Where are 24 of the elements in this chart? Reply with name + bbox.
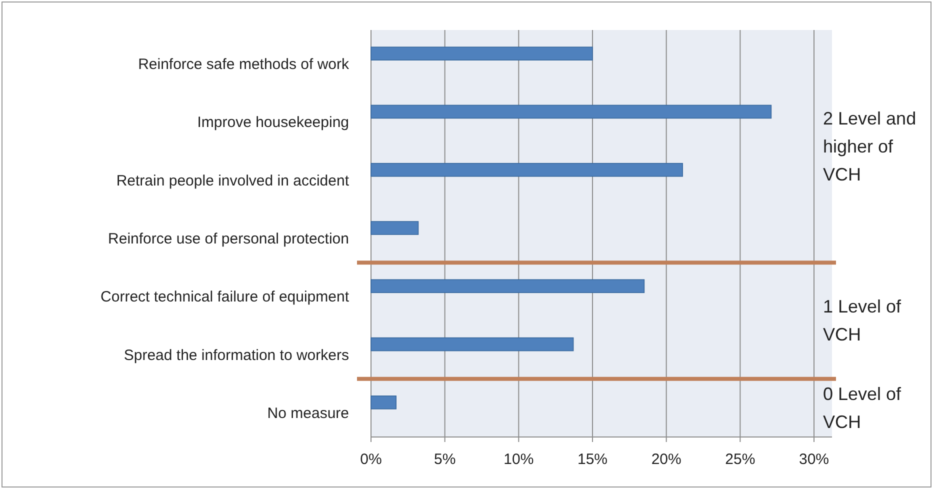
x-tick-label: 20% — [651, 451, 682, 468]
text: 1 Level of VCH — [823, 296, 902, 345]
bar — [370, 221, 419, 235]
x-tick-label: 15% — [577, 451, 608, 468]
y-tick-label: No measure — [267, 404, 349, 422]
text: 2 Level and higher of VCH — [823, 108, 916, 184]
y-tick-label: Correct technical failure of equipment — [100, 288, 350, 306]
bar — [370, 104, 772, 119]
bar — [370, 396, 397, 410]
bar — [370, 279, 645, 294]
x-tick-label: 30% — [798, 451, 830, 468]
bar — [370, 162, 683, 177]
x-tick-label: 5% — [434, 451, 456, 468]
y-tick-label: Spread the information to workers — [124, 346, 349, 364]
bar — [370, 46, 593, 60]
y-tick-label: Retrain people involved in accident — [116, 172, 350, 190]
x-tick-label: 25% — [725, 451, 756, 468]
text: 0 Level of VCH — [823, 384, 902, 432]
x-tick-label: 10% — [504, 451, 534, 468]
y-tick-label: Reinforce safe methods of work — [138, 56, 350, 74]
y-tick-label: Improve housekeeping — [197, 114, 349, 132]
y-tick-label: Reinforce use of personal protection — [108, 230, 349, 248]
bar — [370, 337, 574, 352]
x-tick-label: 0% — [360, 451, 382, 468]
